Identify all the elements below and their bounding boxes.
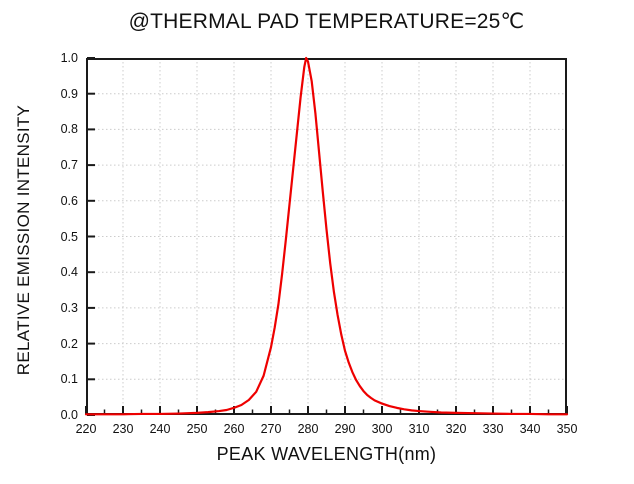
chart-title: @THERMAL PAD TEMPERATURE=25℃ xyxy=(128,10,525,33)
y-tick-label: 0.7 xyxy=(60,158,78,173)
x-tick-label: 280 xyxy=(297,422,319,436)
x-tick-label: 220 xyxy=(75,422,97,436)
y-tick-label: 0.9 xyxy=(60,86,78,101)
x-tick-label: 290 xyxy=(334,422,356,436)
x-tick-label: 250 xyxy=(186,422,208,436)
y-axis-title: RELATIVE EMISSION INTENSITY xyxy=(14,104,33,376)
y-tick-label: 1.0 xyxy=(60,51,78,65)
x-tick-label: 310 xyxy=(408,422,430,436)
y-tick-label: 0.0 xyxy=(60,408,78,422)
x-tick-label: 340 xyxy=(519,422,541,436)
x-tick-label: 350 xyxy=(556,422,578,436)
plot-area xyxy=(84,56,569,416)
x-tick-label: 300 xyxy=(371,422,393,436)
y-tick-label: 0.4 xyxy=(60,265,78,280)
y-tick-label: 0.8 xyxy=(60,122,78,137)
x-tick-label: 320 xyxy=(445,422,467,436)
y-tick-label: 0.6 xyxy=(60,193,78,208)
x-tick-label: 240 xyxy=(149,422,171,436)
y-tick-label: 0.3 xyxy=(60,300,78,315)
x-axis-title: PEAK WAVELENGTH(nm) xyxy=(216,444,437,464)
y-tick-label: 0.2 xyxy=(60,336,78,351)
x-tick-label: 330 xyxy=(482,422,504,436)
emission-curve xyxy=(84,56,569,416)
y-tick-label: 0.5 xyxy=(60,229,78,244)
x-tick-label: 230 xyxy=(112,422,134,436)
y-tick-label: 0.1 xyxy=(60,372,78,387)
x-tick-label: 260 xyxy=(223,422,245,436)
x-tick-label: 270 xyxy=(260,422,282,436)
